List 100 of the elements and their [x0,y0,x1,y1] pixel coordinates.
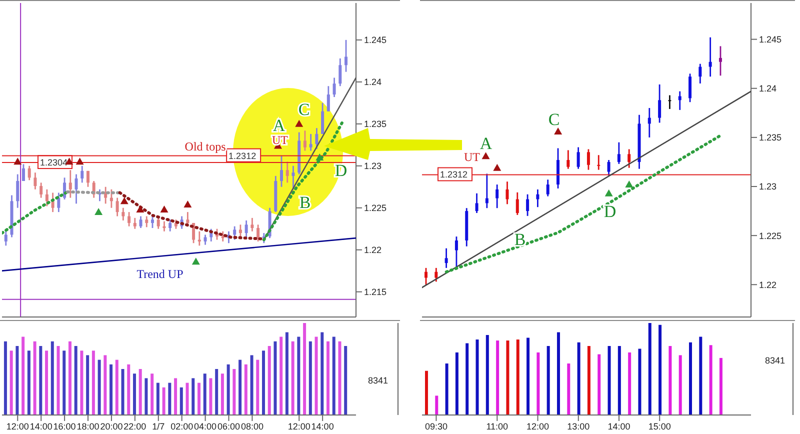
x-tick-label: 12:00 [288,421,310,432]
bar [203,374,206,415]
candlestick [238,224,242,238]
bar [516,340,520,415]
bar [455,352,458,415]
bar [121,369,124,415]
bar [618,346,621,415]
bar [678,355,682,415]
bar [598,354,601,415]
annotation: Trend UP [136,266,184,281]
candlestick [338,58,342,87]
bar [232,369,236,415]
candlestick [139,216,142,229]
candlestick [516,192,519,216]
candlestick [210,228,213,242]
bar [62,350,66,415]
candlestick [597,154,600,171]
bar [496,340,500,415]
candlestick [321,102,324,135]
candlestick [68,169,72,198]
candlestick [648,107,651,138]
bar [180,387,183,415]
candlestick [688,72,692,103]
bar [445,363,448,415]
candlestick [128,211,131,228]
bar [608,346,611,415]
candlestick [74,174,78,204]
candlestick [156,217,160,230]
bar [10,350,13,415]
candlestick [576,146,580,170]
candlestick [424,267,428,286]
annotation: A [272,116,286,135]
candlestick [250,217,254,232]
y-tick-label: 1.22 [364,245,382,256]
candlestick [192,222,196,244]
y-tick-label: 1.235 [364,119,387,130]
x-tick-label: 04:00 [194,421,217,432]
candlestick [150,216,154,229]
x-tick-label: 11:00 [486,421,508,432]
candlestick [668,94,672,110]
bar [86,355,90,415]
x-tick-label: 14:00 [608,421,630,432]
bar [33,341,36,415]
candlestick [454,236,458,268]
candlestick [526,194,530,217]
candlestick [506,180,509,205]
candlestick [332,77,336,98]
bar [280,336,283,415]
candlestick [233,226,236,240]
bar [308,341,312,415]
bar [587,346,590,415]
bar [638,348,642,415]
x-tick-label: 14:00 [311,421,334,432]
bar [291,341,294,415]
candlestick [536,188,540,208]
bar [628,352,632,415]
bar [110,364,113,415]
bar [220,374,224,415]
y-tick-label: 1.215 [364,287,387,298]
bar [326,341,330,415]
bar [197,382,200,415]
candlestick [86,170,90,188]
candlestick [586,148,590,171]
x-tick-label: 09:30 [424,421,448,432]
bar [162,387,166,415]
bar [506,340,510,415]
bar [74,346,78,415]
candlestick [145,216,148,228]
candlestick [434,267,438,282]
bar [127,364,130,415]
candlestick [116,197,119,217]
point [554,128,562,135]
bar [209,378,212,415]
y-tick-label: 1.24 [759,84,777,94]
bar [526,338,530,415]
bar [174,378,178,415]
candlestick [34,172,37,190]
bar [98,360,101,415]
y-tick-label: 1.24 [364,77,382,88]
candlestick [40,182,43,198]
bar [150,374,154,415]
candlestick [280,155,284,188]
bar [536,352,540,415]
bar [92,350,95,415]
candlestick [168,218,172,232]
candlestick [496,184,499,209]
candlestick [444,248,448,269]
candlestick [566,149,570,170]
bar [567,363,570,415]
x-tick-label: 22:00 [124,421,146,432]
bar [344,346,348,415]
bar [80,350,84,415]
candlestick [315,127,318,150]
y-tick-label: 1.245 [364,35,387,46]
annotation: Old tops [184,140,226,154]
point [604,189,613,196]
bar [577,342,580,415]
candlestick [303,130,306,152]
ref-line-label: 1.2312 [228,150,256,161]
annotation: B [514,230,526,249]
